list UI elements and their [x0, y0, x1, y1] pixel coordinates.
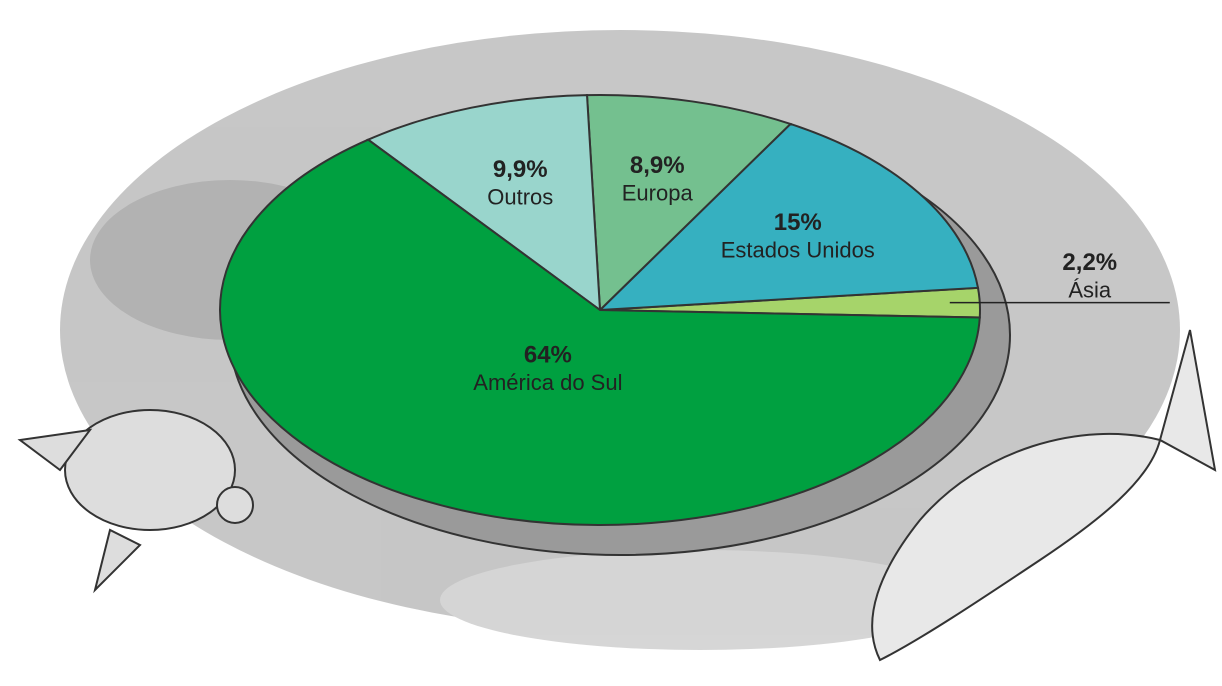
category-label: América do Sul [473, 370, 622, 395]
turtle [20, 410, 253, 590]
category-label: Estados Unidos [721, 237, 875, 262]
pie [220, 95, 980, 525]
category-label: Outros [487, 184, 553, 209]
category-label: Ásia [1068, 277, 1112, 302]
category-label: Europa [622, 181, 694, 206]
value-label: 64% [524, 341, 572, 368]
value-label: 8,9% [630, 152, 685, 179]
value-label: 15% [774, 209, 822, 236]
chart: 2,2%Ásia 15%Estados Unidos 8,9%Europa 9,9%O… [0, 0, 1222, 686]
value-label: 2,2% [1062, 249, 1117, 276]
page: 2,2%Ásia 15%Estados Unidos 8,9%Europa 9,9%O… [0, 0, 1222, 686]
value-label: 9,9% [493, 156, 548, 183]
